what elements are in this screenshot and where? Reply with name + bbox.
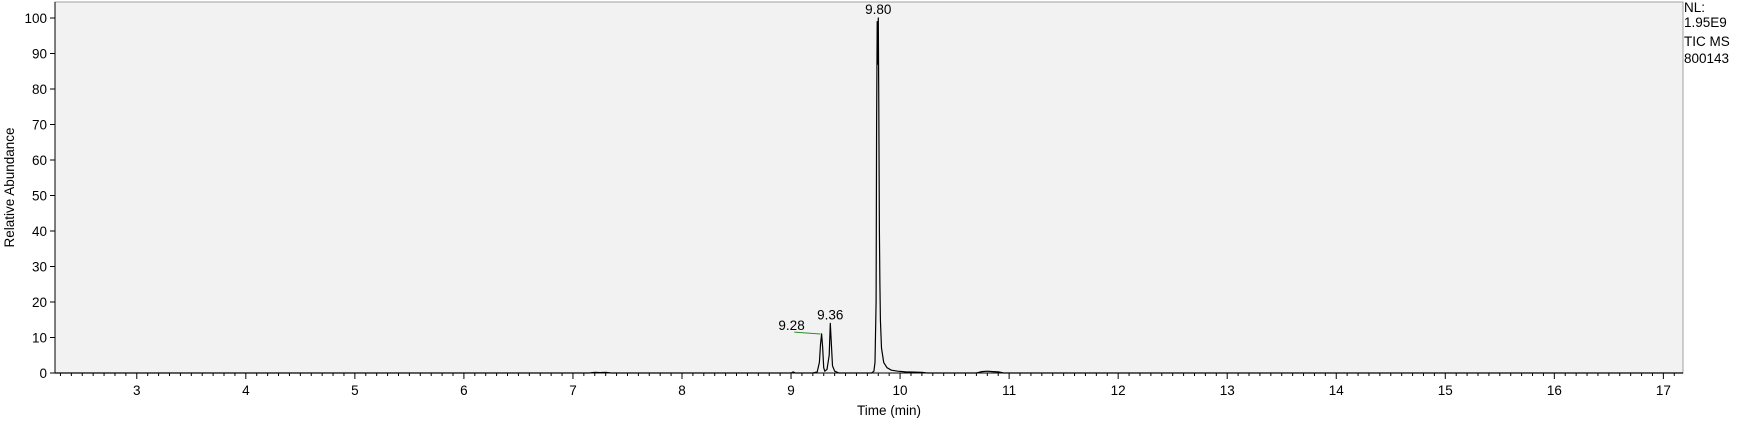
- x-tick-label: 8: [678, 383, 686, 398]
- x-tick-label: 13: [1220, 383, 1235, 398]
- x-tick-label: 11: [1002, 383, 1016, 398]
- peak-label: 9.80: [865, 2, 891, 17]
- peak-label: 9.28: [778, 318, 804, 333]
- y-tick-label: 40: [32, 224, 47, 239]
- sample-id-label: 800143: [1684, 51, 1730, 66]
- y-axis-label: Relative Abundance: [2, 127, 17, 247]
- x-tick-label: 12: [1111, 383, 1126, 398]
- x-tick-label: 14: [1329, 383, 1345, 398]
- x-tick-label: 3: [133, 383, 141, 398]
- nl-value: 1.95E9: [1684, 15, 1727, 30]
- tic-trace-line: [55, 17, 1683, 374]
- y-tick-label: 100: [24, 11, 47, 26]
- nl-label: NL:: [1684, 0, 1706, 15]
- y-tick-label: 90: [32, 47, 47, 62]
- x-axis-label: Time (min): [857, 403, 921, 418]
- x-tick-label: 6: [460, 383, 468, 398]
- x-tick-label: 4: [242, 383, 250, 398]
- y-tick-label: 20: [32, 295, 47, 310]
- trace-type-label: TIC MS: [1684, 34, 1730, 49]
- x-tick-label: 7: [569, 383, 577, 398]
- peak-label: 9.36: [817, 307, 843, 322]
- plot-area: [54, 1, 1684, 374]
- y-tick-label: 70: [32, 118, 47, 133]
- y-tick-label: 0: [39, 366, 47, 381]
- y-tick-label: 80: [32, 82, 47, 97]
- y-tick-label: 50: [32, 189, 47, 204]
- x-tick-label: 17: [1656, 383, 1671, 398]
- y-tick-label: 10: [32, 331, 47, 346]
- x-tick-label: 9: [787, 383, 795, 398]
- y-tick-label: 60: [32, 153, 47, 168]
- x-tick-label: 10: [893, 383, 908, 398]
- x-tick-label: 15: [1438, 383, 1453, 398]
- x-tick-label: 16: [1547, 383, 1562, 398]
- y-tick-label: 30: [32, 260, 47, 275]
- x-tick-label: 5: [351, 383, 359, 398]
- peak-baseline-marker: [794, 331, 821, 335]
